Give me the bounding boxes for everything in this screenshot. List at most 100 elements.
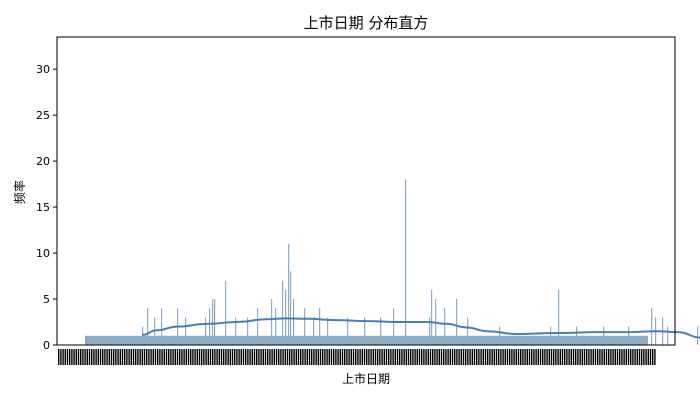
x-tick-label-mark: [64, 349, 66, 365]
x-tick-label-mark: [251, 349, 253, 365]
x-tick-label-mark: [93, 349, 95, 365]
x-tick-label-mark: [425, 349, 427, 365]
x-tick-label-mark: [126, 349, 128, 365]
x-tick-label-mark: [478, 349, 480, 365]
x-tick-label-mark: [159, 349, 161, 365]
histogram-bar: [431, 289, 433, 345]
x-tick-label-mark: [559, 349, 561, 365]
x-tick-label-mark: [610, 349, 612, 365]
x-tick-label-mark: [225, 349, 227, 365]
histogram-bar: [603, 326, 605, 345]
x-tick-label-mark: [183, 349, 185, 365]
x-tick-label-mark: [352, 349, 355, 365]
x-tick-label-mark: [416, 349, 418, 365]
x-tick-label-mark: [449, 349, 451, 365]
x-tick-label-mark: [278, 349, 280, 365]
x-tick-label-mark: [86, 349, 88, 365]
x-tick-label-mark: [451, 349, 454, 365]
x-tick-label-mark: [383, 349, 385, 365]
x-tick-label-mark: [286, 349, 289, 365]
x-tick-label-mark: [161, 349, 163, 365]
x-tick-label-mark: [456, 349, 458, 365]
x-tick-label-mark: [493, 349, 495, 365]
x-tick-label-mark: [220, 349, 223, 365]
x-tick-label-mark: [88, 349, 91, 365]
x-tick-label-mark: [515, 349, 517, 365]
histogram-bar: [212, 299, 214, 345]
histogram-bar: [667, 326, 669, 345]
x-tick-labels: [58, 349, 656, 365]
y-axis-label: 频率: [12, 180, 27, 204]
x-tick-label-mark: [62, 349, 64, 365]
x-tick-label-mark: [498, 349, 500, 365]
x-tick-label-mark: [427, 349, 429, 365]
x-tick-label-mark: [319, 349, 322, 365]
x-tick-label-mark: [253, 349, 256, 365]
x-tick-label-mark: [467, 349, 469, 365]
x-tick-label-mark: [410, 349, 412, 365]
x-tick-label-mark: [194, 349, 196, 365]
bars-group: [85, 179, 699, 345]
x-tick-label-mark: [154, 349, 157, 365]
histogram-bar: [405, 179, 407, 345]
x-tick-label-mark: [157, 349, 159, 365]
x-tick-label-mark: [388, 349, 390, 365]
x-tick-label-mark: [124, 349, 126, 365]
x-tick-label-mark: [361, 349, 363, 365]
histogram-bar: [380, 317, 382, 345]
x-tick-label-mark: [350, 349, 352, 365]
x-tick-label-mark: [619, 349, 621, 365]
y-tick-label: 25: [36, 109, 50, 122]
x-tick-label-mark: [522, 349, 524, 365]
x-tick-label-mark: [645, 349, 647, 365]
x-tick-label-mark: [91, 349, 93, 365]
x-tick-label-mark: [335, 349, 337, 365]
x-tick-label-mark: [284, 349, 286, 365]
x-tick-label-mark: [546, 349, 548, 365]
x-tick-label-mark: [557, 349, 559, 365]
x-tick-label-mark: [634, 349, 636, 365]
x-tick-label-mark: [597, 349, 599, 365]
x-tick-label-mark: [227, 349, 229, 365]
x-tick-label-mark: [366, 349, 368, 365]
x-tick-label-mark: [482, 349, 484, 365]
x-tick-label-mark: [572, 349, 575, 365]
histogram-bar: [429, 317, 431, 345]
x-tick-label-mark: [487, 349, 489, 365]
histogram-bar: [214, 299, 216, 345]
x-tick-label-mark: [465, 349, 467, 365]
x-tick-label-mark: [528, 349, 531, 365]
x-tick-label-mark: [60, 349, 62, 365]
x-tick-label-mark: [359, 349, 361, 365]
x-tick-label-mark: [212, 349, 214, 365]
x-tick-label-mark: [229, 349, 231, 365]
x-tick-label-mark: [476, 349, 478, 365]
histogram-bar: [327, 317, 329, 345]
x-tick-label-mark: [201, 349, 203, 365]
x-tick-label-mark: [187, 349, 190, 365]
x-tick-label-mark: [405, 349, 407, 365]
x-tick-label-mark: [412, 349, 414, 365]
x-tick-label-mark: [304, 349, 306, 365]
histogram-bar: [651, 308, 653, 345]
x-tick-label-mark: [566, 349, 568, 365]
x-tick-label-mark: [594, 349, 597, 365]
x-tick-label-mark: [348, 349, 350, 365]
x-tick-label-mark: [260, 349, 262, 365]
x-tick-label-mark: [363, 349, 366, 365]
x-tick-label-mark: [524, 349, 526, 365]
x-tick-label-mark: [355, 349, 357, 365]
histogram-bar: [147, 308, 149, 345]
x-tick-label-mark: [84, 349, 86, 365]
histogram-bar: [347, 317, 349, 345]
x-tick-label-mark: [616, 349, 619, 365]
y-tick-label: 5: [43, 293, 50, 306]
x-tick-label-mark: [570, 349, 572, 365]
x-tick-label-mark: [370, 349, 372, 365]
x-tick-label-mark: [205, 349, 207, 365]
x-tick-label-mark: [432, 349, 434, 365]
histogram-bar: [293, 299, 295, 345]
x-tick-label-mark: [185, 349, 187, 365]
x-tick-label-mark: [460, 349, 462, 365]
x-tick-label-mark: [641, 349, 643, 365]
